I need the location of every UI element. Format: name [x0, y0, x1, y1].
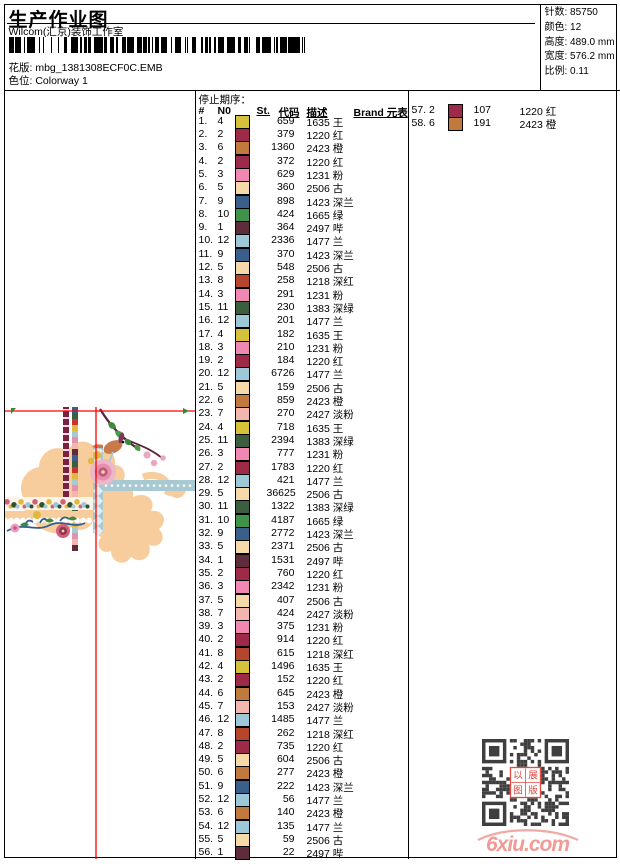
- svg-text:以: 以: [513, 771, 523, 782]
- svg-text:版: 版: [528, 785, 538, 797]
- svg-text:图: 图: [513, 786, 523, 797]
- svg-text:展: 展: [528, 771, 538, 782]
